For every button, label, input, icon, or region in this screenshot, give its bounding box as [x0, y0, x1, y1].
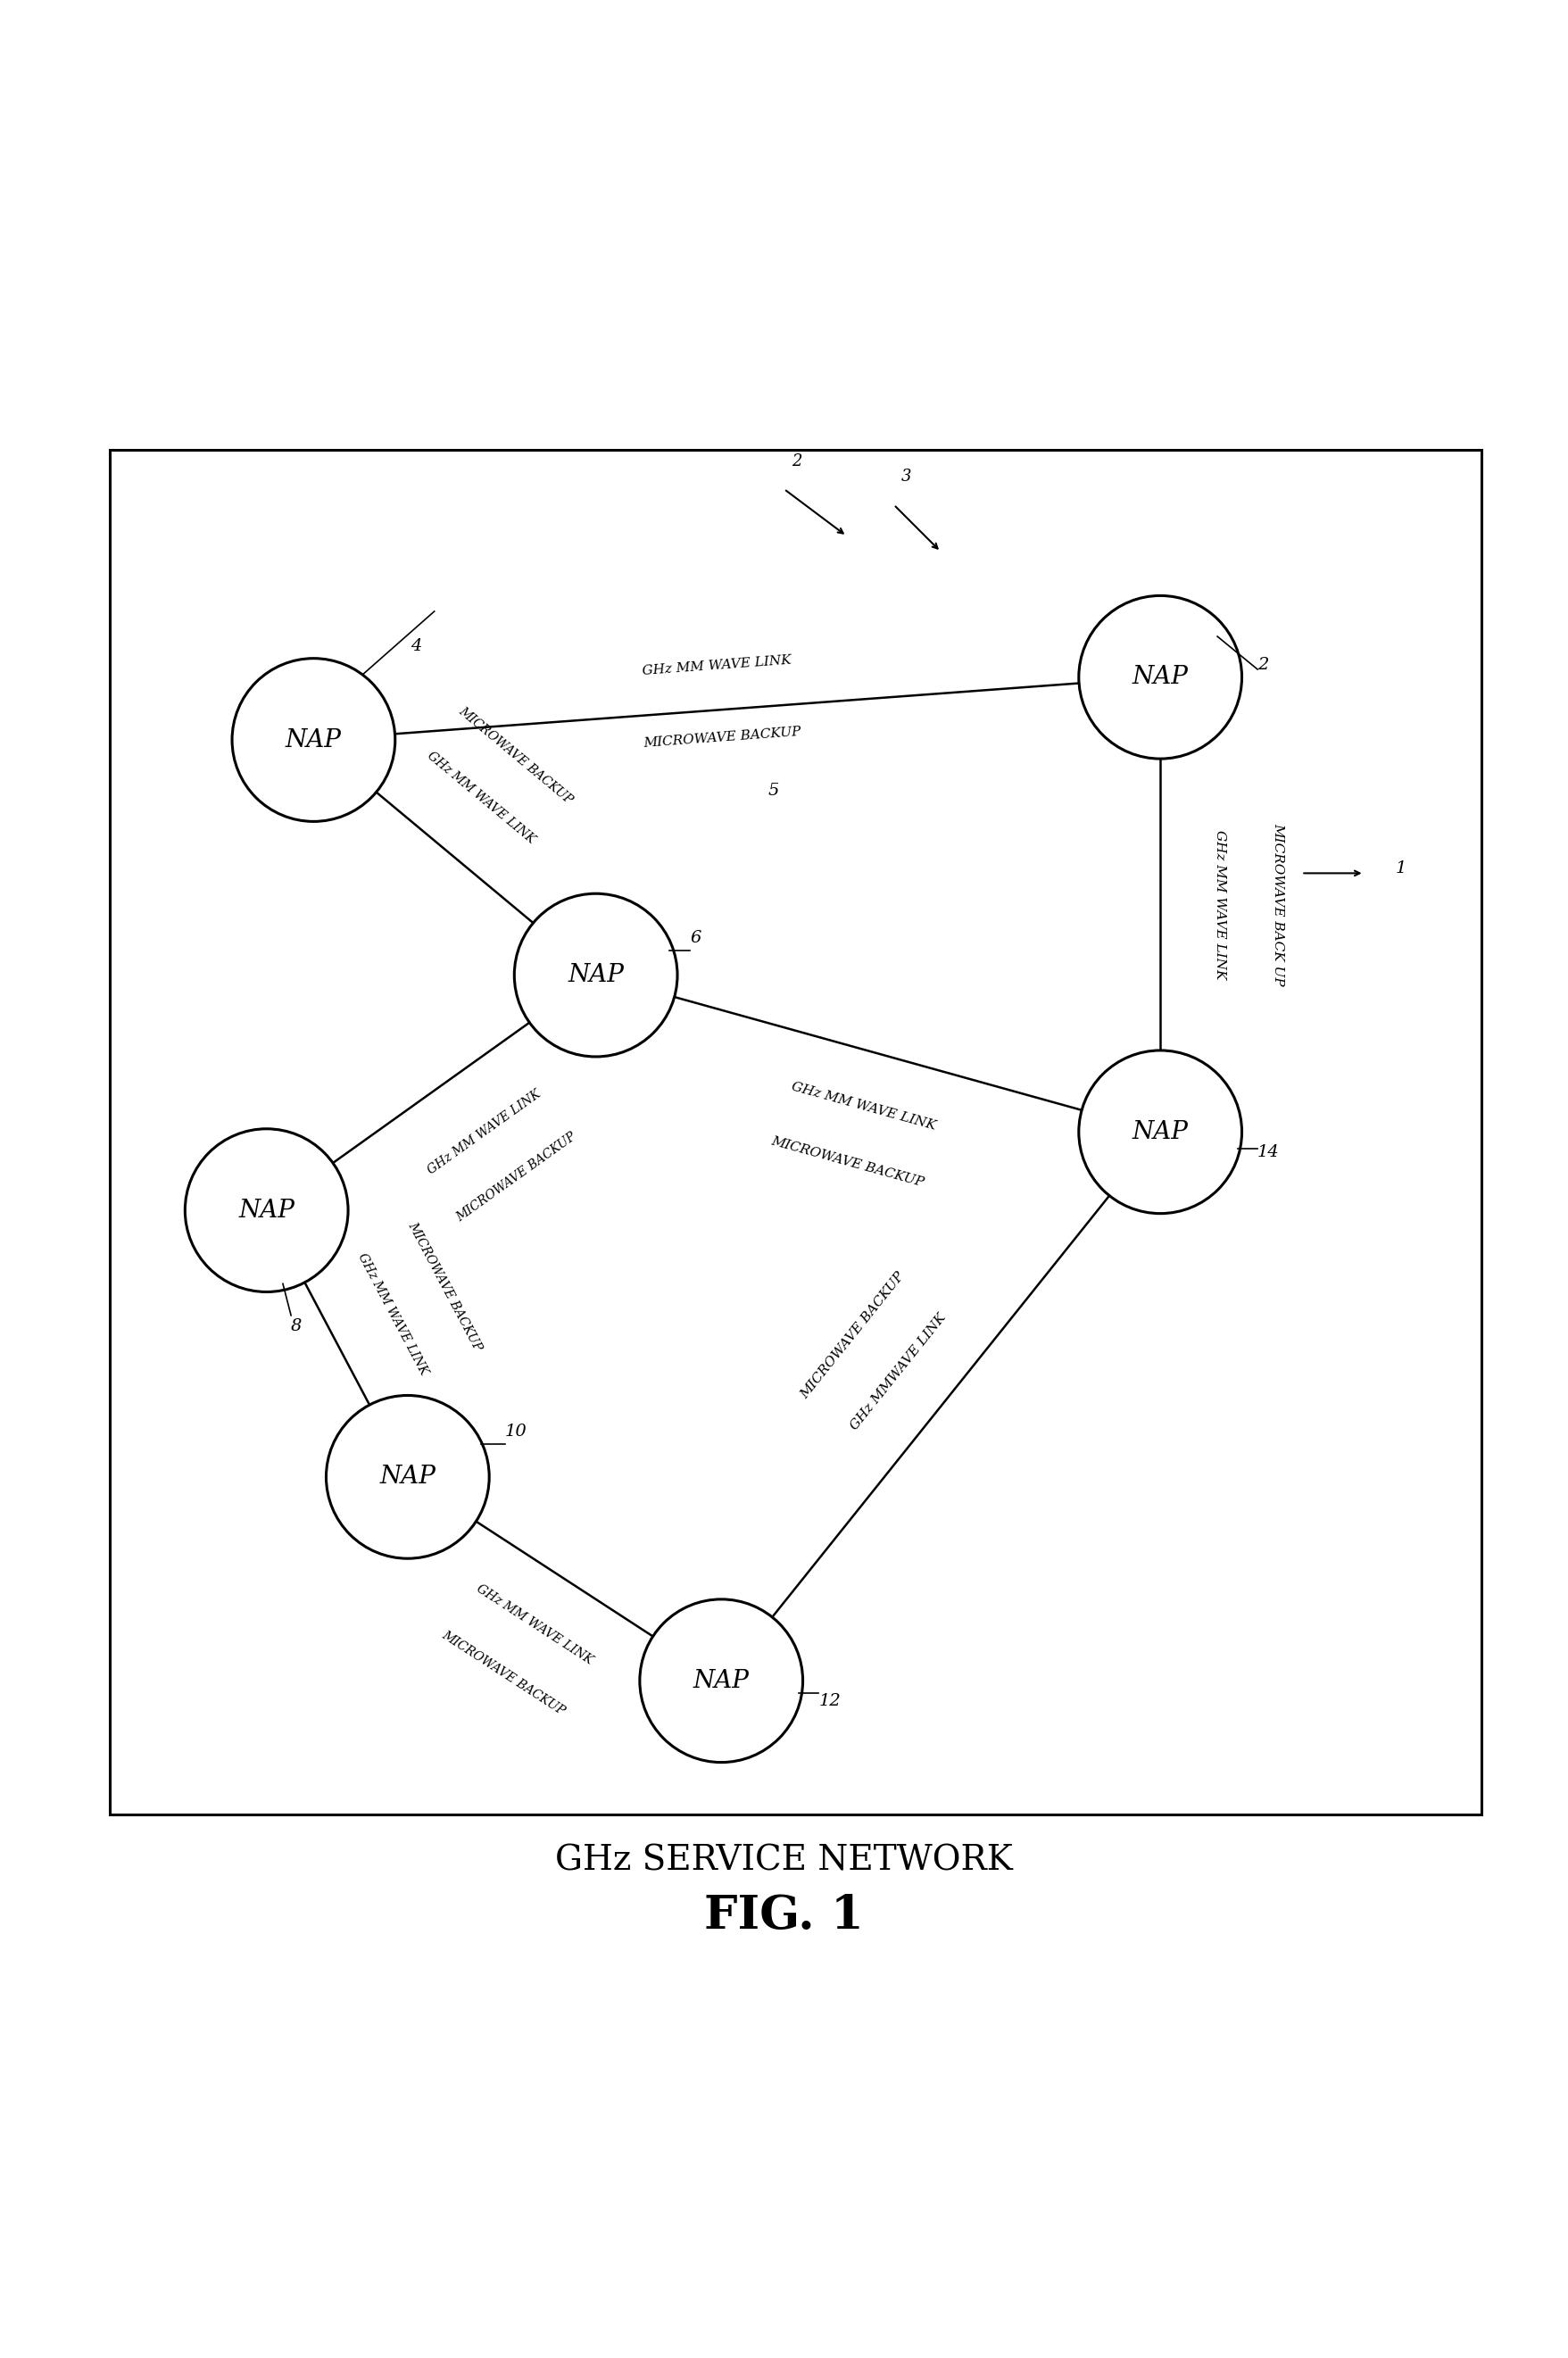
- Text: MICROWAVE BACKUP: MICROWAVE BACKUP: [770, 1134, 925, 1188]
- Text: GHz MM WAVE LINK: GHz MM WAVE LINK: [425, 1087, 543, 1177]
- Text: MICROWAVE BACKUP: MICROWAVE BACKUP: [798, 1271, 906, 1401]
- Text: 8: 8: [292, 1318, 303, 1335]
- Text: 4: 4: [411, 639, 422, 653]
- Text: MICROWAVE BACKUP: MICROWAVE BACKUP: [643, 726, 801, 750]
- Circle shape: [185, 1129, 348, 1292]
- Text: 12: 12: [818, 1693, 840, 1710]
- Text: GHz SERVICE NETWORK: GHz SERVICE NETWORK: [555, 1844, 1013, 1877]
- Text: 6: 6: [690, 929, 701, 946]
- Text: MICROWAVE BACKUP: MICROWAVE BACKUP: [406, 1219, 485, 1353]
- Text: GHz MM WAVE LINK: GHz MM WAVE LINK: [790, 1080, 938, 1132]
- Text: MICROWAVE BACKUP: MICROWAVE BACKUP: [439, 1629, 566, 1719]
- Text: NAP: NAP: [1132, 665, 1189, 689]
- Text: NAP: NAP: [693, 1669, 750, 1693]
- Text: NAP: NAP: [238, 1198, 295, 1221]
- Text: NAP: NAP: [568, 962, 624, 988]
- Text: MICROWAVE BACKUP: MICROWAVE BACKUP: [456, 705, 575, 806]
- Text: GHz MM WAVE LINK: GHz MM WAVE LINK: [1214, 830, 1226, 979]
- Text: GHz MM WAVE LINK: GHz MM WAVE LINK: [425, 750, 536, 847]
- Text: GHz MM WAVE LINK: GHz MM WAVE LINK: [474, 1582, 594, 1667]
- Text: 14: 14: [1258, 1144, 1279, 1160]
- Text: GHz MM WAVE LINK: GHz MM WAVE LINK: [641, 653, 792, 677]
- Text: GHz MM WAVE LINK: GHz MM WAVE LINK: [356, 1252, 430, 1377]
- Text: MICROWAVE BACKUP: MICROWAVE BACKUP: [453, 1129, 579, 1224]
- Text: 2: 2: [792, 453, 803, 469]
- Circle shape: [1079, 1049, 1242, 1214]
- Text: NAP: NAP: [379, 1464, 436, 1488]
- Circle shape: [232, 658, 395, 821]
- Text: FIG. 1: FIG. 1: [704, 1893, 864, 1938]
- Text: NAP: NAP: [285, 729, 342, 752]
- Text: 3: 3: [902, 469, 913, 486]
- Text: GHz MMWAVE LINK: GHz MMWAVE LINK: [848, 1311, 949, 1434]
- Circle shape: [326, 1396, 489, 1559]
- Text: NAP: NAP: [1132, 1120, 1189, 1144]
- Bar: [110, 450, 1482, 1813]
- Text: 10: 10: [505, 1424, 527, 1441]
- Text: MICROWAVE BACK UP: MICROWAVE BACK UP: [1272, 823, 1284, 986]
- Text: 1: 1: [1396, 861, 1406, 877]
- Text: 2: 2: [1258, 658, 1269, 672]
- Circle shape: [640, 1599, 803, 1761]
- Text: 5: 5: [768, 783, 779, 799]
- Circle shape: [1079, 597, 1242, 759]
- Circle shape: [514, 894, 677, 1056]
